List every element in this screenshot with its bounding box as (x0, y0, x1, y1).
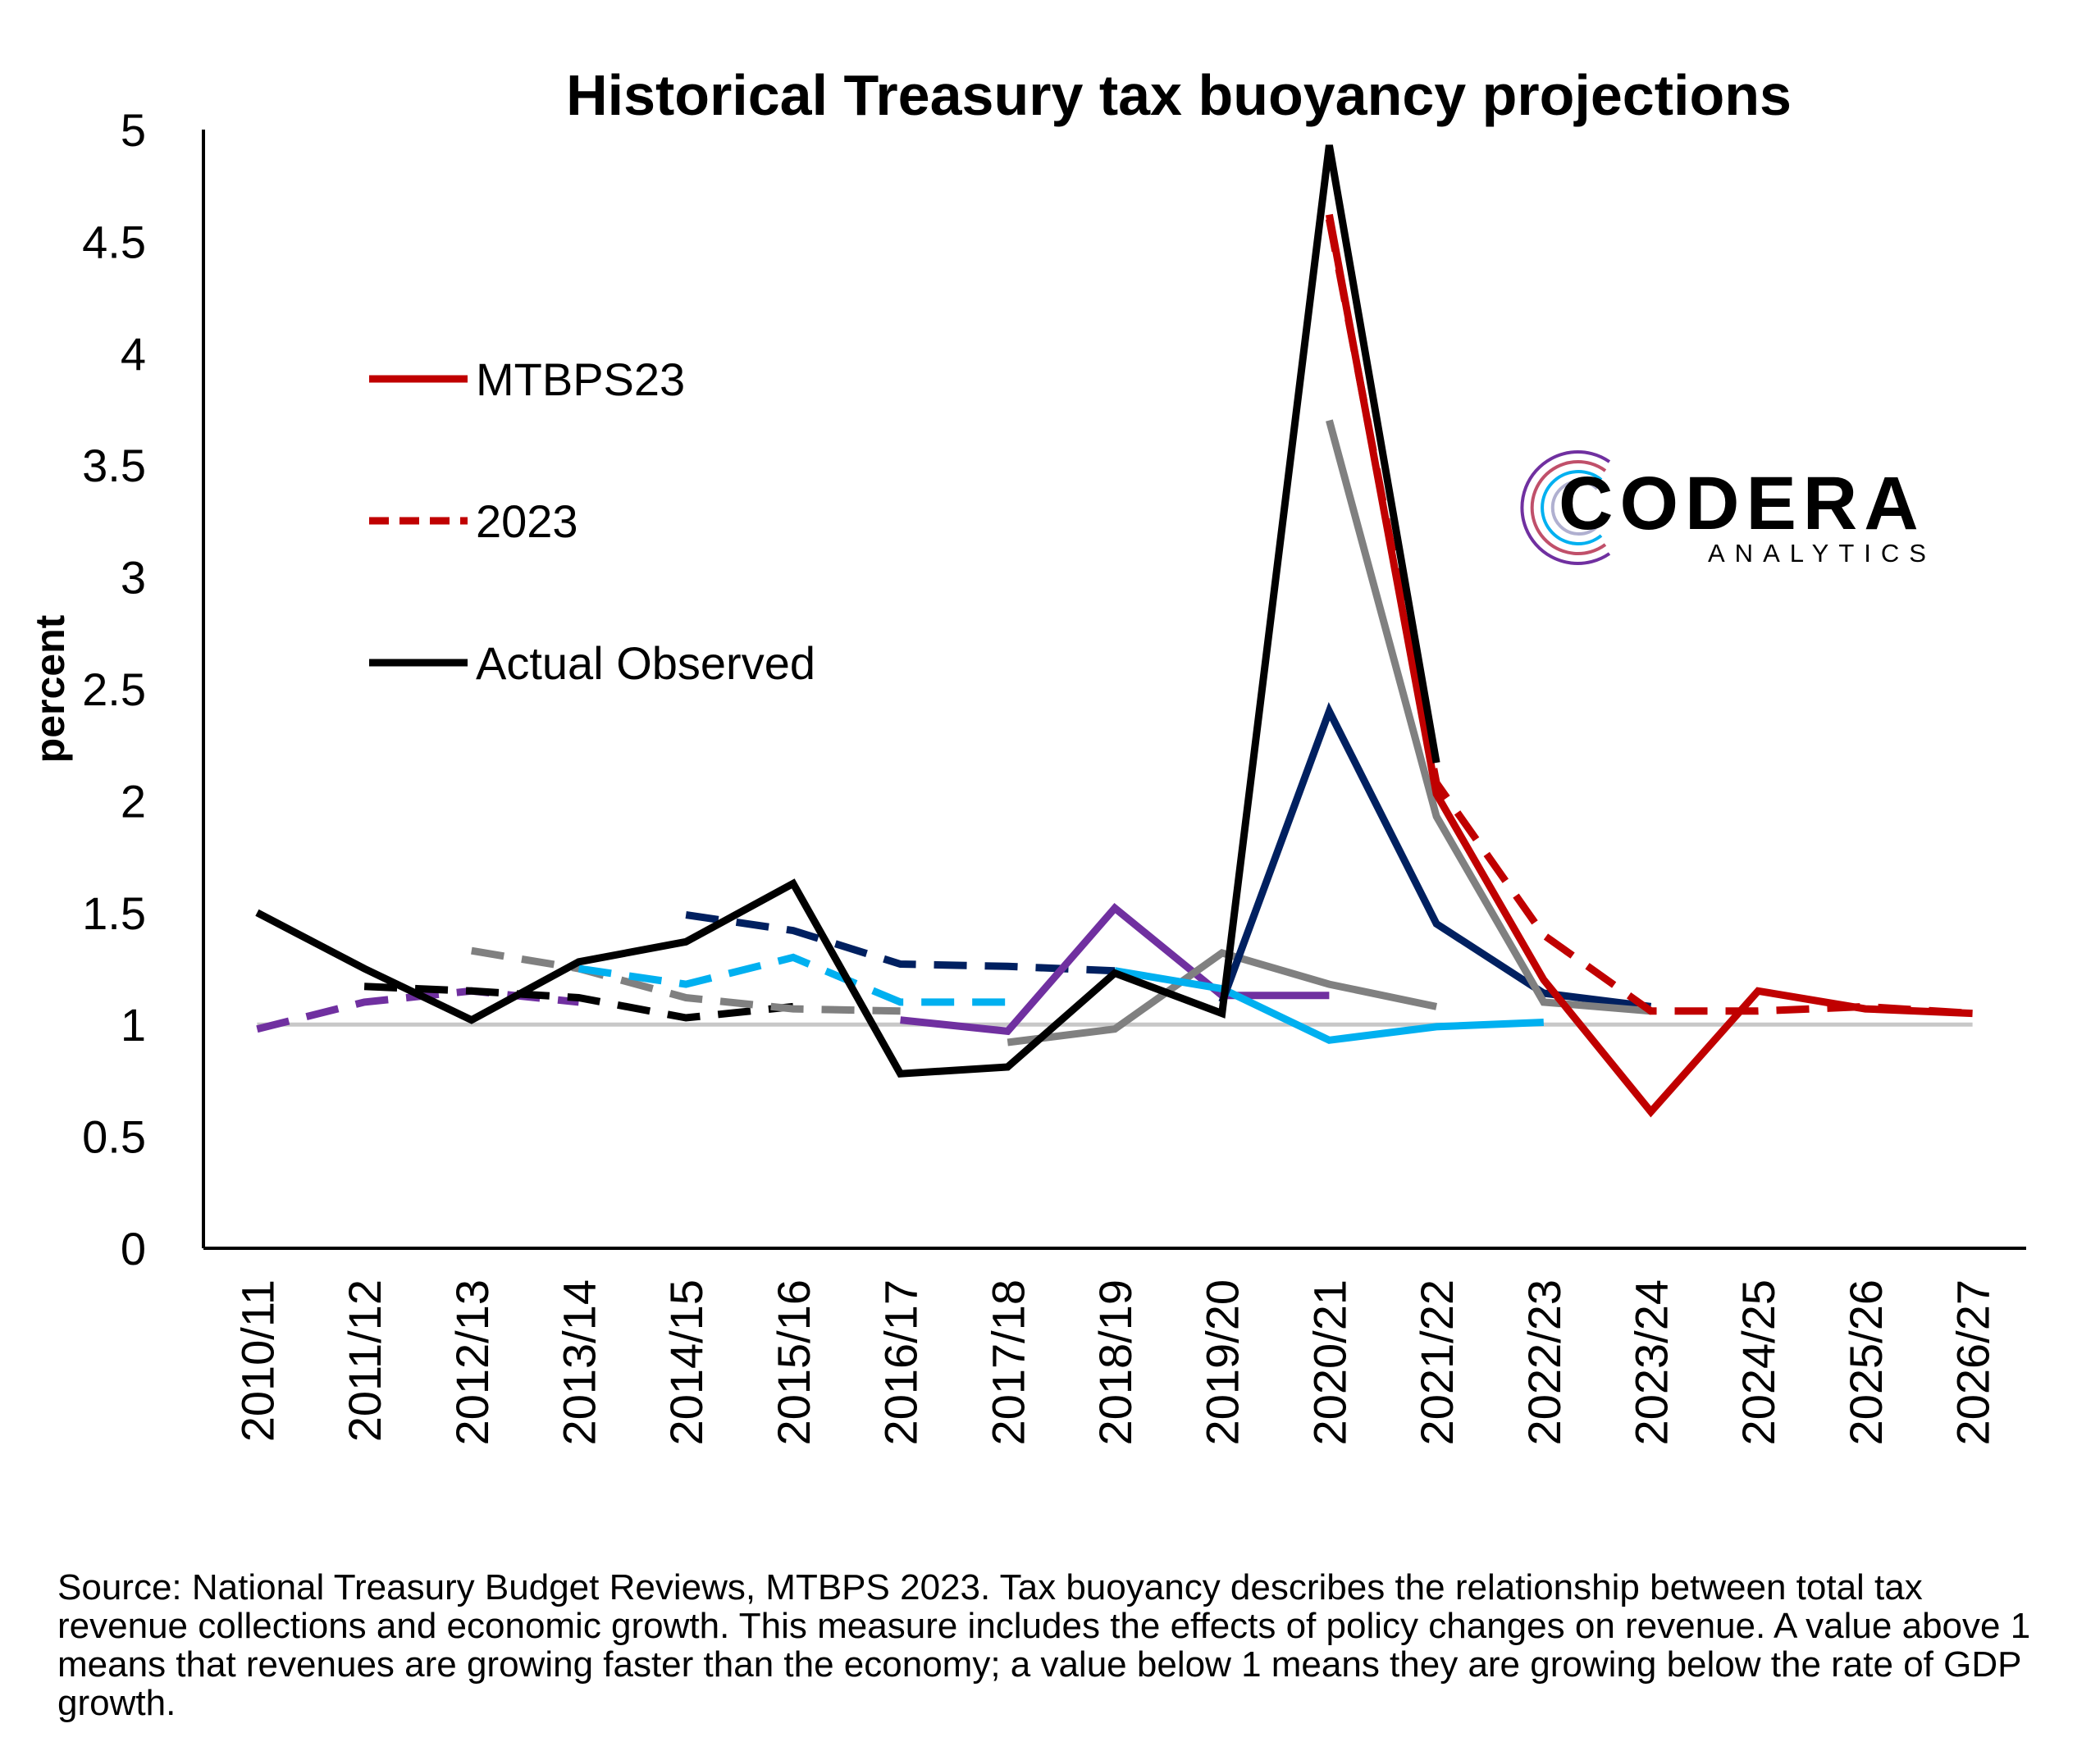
x-tick-label: 2011/12 (339, 1279, 390, 1442)
y-tick-label: 1 (121, 999, 146, 1051)
series-layer (255, 144, 1973, 1118)
series-line-4 (578, 953, 1008, 1006)
series-line-10 (1326, 419, 1651, 1015)
y-tick-label: 0 (121, 1223, 146, 1274)
y-tick-label: 4.5 (82, 216, 146, 267)
x-tick-label: 2013/14 (554, 1279, 605, 1445)
x-tick-label: 2025/26 (1840, 1279, 1892, 1445)
legend: MTBPS23 2023 Actual Observed (369, 353, 815, 689)
axes: 0 0.5 1 1.5 2 2.5 3 3.5 4 4.5 5 2010/11 2011/12 2012/… (82, 104, 2026, 1445)
y-tick-label: 0.5 (82, 1111, 146, 1163)
y-tick-label: 2.5 (82, 663, 146, 715)
x-tick-label: 2017/18 (982, 1279, 1034, 1445)
x-tick-label: 2012/13 (446, 1279, 498, 1445)
legend-label: Actual Observed (476, 637, 815, 689)
y-tick-label: 3 (121, 552, 146, 604)
x-tick-label: 2016/17 (875, 1279, 927, 1445)
x-tick-label: 2018/19 (1089, 1279, 1141, 1445)
x-tick-label: 2014/15 (660, 1279, 712, 1445)
series-line-2 (363, 983, 794, 1022)
x-tick-label: 2024/25 (1732, 1279, 1784, 1445)
source-note: Source: National Treasury Budget Reviews… (57, 1567, 2031, 1723)
codera-logo: CODERA ANALYTICS (1520, 450, 1936, 568)
x-tick-label: 2023/24 (1626, 1279, 1678, 1445)
y-tick-label: 2 (121, 775, 146, 827)
x-tick-label: 2019/20 (1197, 1279, 1249, 1445)
legend-label: MTBPS23 (476, 353, 685, 405)
logo-wordmark: CODERA (1559, 462, 1925, 545)
series-line-7 (1007, 948, 1438, 1046)
legend-label: 2023 (476, 495, 578, 547)
logo-subtitle: ANALYTICS (1708, 539, 1936, 568)
series-line-5 (685, 911, 1116, 975)
x-tick-label: 2026/27 (1947, 1279, 1999, 1445)
x-tick-label: 2010/11 (231, 1279, 283, 1442)
y-tick-label: 1.5 (82, 887, 146, 939)
y-tick-label: 3.5 (82, 440, 146, 491)
x-tick-label: 2022/23 (1518, 1279, 1570, 1445)
series-line-13 (255, 144, 1440, 1078)
series-line-11 (1325, 218, 1973, 1018)
series-line-6 (900, 903, 1330, 1036)
x-tick-label: 2020/21 (1303, 1279, 1355, 1445)
y-axis-label: percent (27, 614, 73, 763)
x-tick-label: 2021/22 (1411, 1279, 1463, 1445)
series-line-12 (1325, 213, 1973, 1118)
series-line-3 (471, 946, 901, 1015)
y-tick-label: 4 (121, 328, 146, 380)
chart-title: Historical Treasury tax buoyancy project… (566, 63, 1792, 127)
x-tick-label: 2015/16 (768, 1279, 819, 1445)
series-line-8 (1114, 967, 1544, 1044)
logo-emblem-icon (1520, 450, 1611, 565)
y-tick-label: 5 (121, 104, 146, 156)
series-line-9 (1218, 702, 1652, 1010)
